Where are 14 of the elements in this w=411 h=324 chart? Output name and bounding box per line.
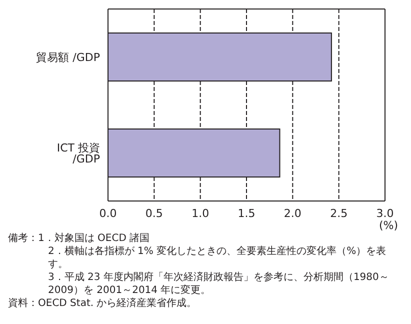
x-tick-label: 0.0 (99, 206, 117, 220)
x-tick-label: 1.0 (192, 206, 210, 220)
x-axis-title: (%) (378, 219, 398, 232)
x-tick-label: 1.5 (238, 206, 256, 220)
text: 3．平成 23 年度内閣府「年次経済財政報告」を参考に、分析期間（1980～2009）を 2001～2014 年に変更。 (47, 271, 390, 297)
y-tick-label: 貿易額 /GDP (36, 50, 100, 64)
x-tick-label: 2.5 (330, 206, 348, 220)
x-tick-label: 3.0 (376, 206, 394, 220)
text: 備考：1．対象国は OECD 諸国 (8, 232, 151, 245)
y-tick-label: ICT 投資 /GDP (56, 141, 100, 166)
x-tick-label: 0.5 (145, 206, 163, 220)
x-tick-label: 2.0 (284, 206, 302, 220)
text: 資料：OECD Stat. から経済産業省作成。 (8, 297, 198, 310)
text: 2．横軸は各指標が 1% 変化したときの、全要素生産性の変化率（%）を表す。 (47, 245, 388, 271)
